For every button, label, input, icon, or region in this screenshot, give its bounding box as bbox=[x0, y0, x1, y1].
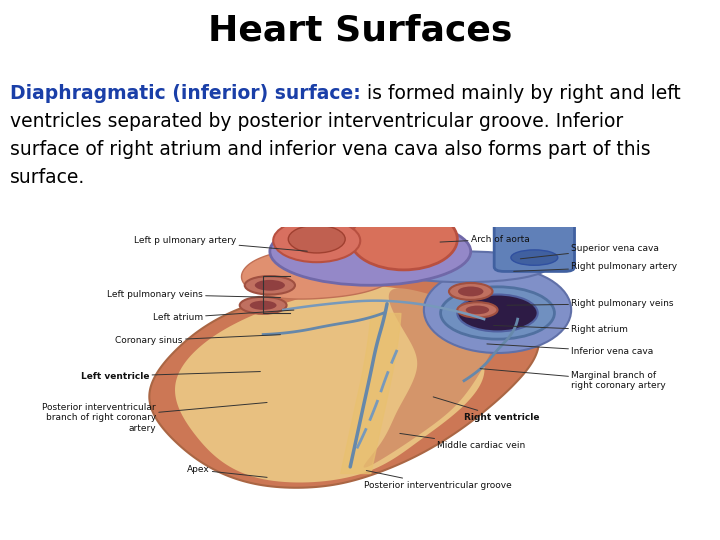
Text: Superior vena cava: Superior vena cava bbox=[521, 244, 659, 259]
Text: Middle cardiac vein: Middle cardiac vein bbox=[400, 434, 526, 450]
Text: Right pulmonary veins: Right pulmonary veins bbox=[507, 299, 674, 308]
Text: Left atrium: Left atrium bbox=[153, 310, 294, 322]
Polygon shape bbox=[175, 287, 485, 482]
Ellipse shape bbox=[245, 276, 295, 294]
Text: Right pulmonary artery: Right pulmonary artery bbox=[513, 262, 678, 271]
Text: Right atrium: Right atrium bbox=[494, 326, 628, 334]
Polygon shape bbox=[364, 288, 512, 468]
Text: Arch of aorta: Arch of aorta bbox=[440, 234, 529, 244]
Text: Left pulmonary veins: Left pulmonary veins bbox=[107, 290, 281, 299]
Text: Posterior interventricular groove: Posterior interventricular groove bbox=[364, 470, 511, 490]
Text: Posterior interventricular
branch of right coronary
artery: Posterior interventricular branch of rig… bbox=[42, 402, 267, 433]
Text: Left ventricle: Left ventricle bbox=[81, 372, 261, 381]
Ellipse shape bbox=[350, 208, 457, 270]
Text: Marginal branch of
right coronary artery: Marginal branch of right coronary artery bbox=[480, 369, 666, 390]
Text: Heart Surfaces: Heart Surfaces bbox=[208, 14, 512, 48]
Circle shape bbox=[457, 294, 538, 332]
Circle shape bbox=[441, 287, 554, 339]
Ellipse shape bbox=[288, 225, 345, 253]
Ellipse shape bbox=[270, 218, 471, 285]
Ellipse shape bbox=[466, 306, 489, 314]
Ellipse shape bbox=[424, 267, 571, 353]
Ellipse shape bbox=[240, 297, 287, 314]
Text: ventricles separated by posterior interventricular groove. Inferior: ventricles separated by posterior interv… bbox=[10, 112, 624, 131]
Text: surface of right atrium and inferior vena cava also forms part of this: surface of right atrium and inferior ven… bbox=[10, 140, 651, 159]
Ellipse shape bbox=[273, 219, 360, 262]
Text: surface.: surface. bbox=[10, 168, 86, 187]
FancyBboxPatch shape bbox=[494, 213, 575, 272]
Ellipse shape bbox=[511, 250, 558, 265]
Text: Diaphragmatic (inferior) surface:: Diaphragmatic (inferior) surface: bbox=[10, 84, 361, 103]
Text: Inferior vena cava: Inferior vena cava bbox=[487, 344, 654, 356]
Ellipse shape bbox=[449, 283, 492, 300]
Ellipse shape bbox=[250, 301, 276, 310]
Ellipse shape bbox=[380, 252, 548, 282]
Polygon shape bbox=[241, 248, 397, 299]
Ellipse shape bbox=[255, 280, 285, 291]
Text: Coronary sinus: Coronary sinus bbox=[115, 335, 281, 345]
Text: Apex: Apex bbox=[187, 465, 267, 477]
Ellipse shape bbox=[457, 302, 498, 318]
Polygon shape bbox=[149, 264, 539, 488]
Ellipse shape bbox=[458, 287, 483, 296]
Text: is formed mainly by right and left: is formed mainly by right and left bbox=[361, 84, 680, 103]
Text: Right ventricle: Right ventricle bbox=[433, 397, 539, 422]
Text: Left p ulmonary artery: Left p ulmonary artery bbox=[134, 236, 307, 251]
